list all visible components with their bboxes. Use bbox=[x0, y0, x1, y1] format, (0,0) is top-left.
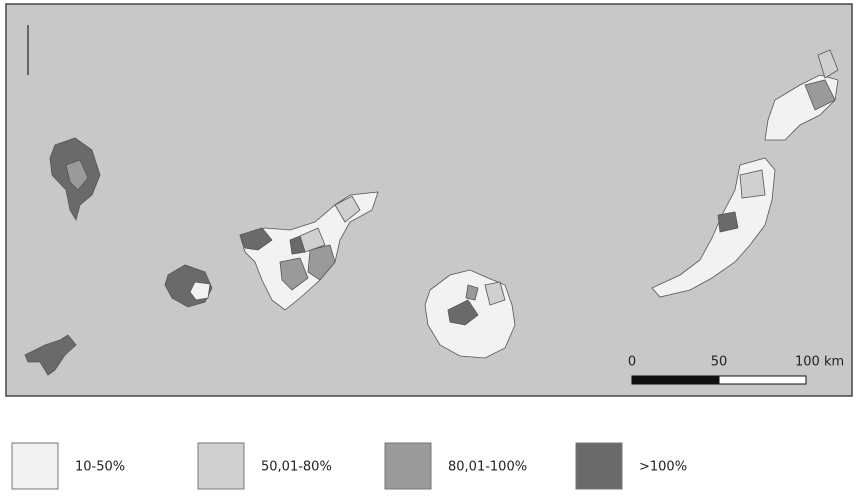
scale-label: 50 bbox=[711, 355, 728, 370]
legend-swatch bbox=[11, 442, 59, 490]
legend-label: 10-50% bbox=[75, 460, 125, 475]
island-gran-canaria bbox=[424, 269, 516, 359]
island-la-palma bbox=[49, 137, 101, 222]
legend-label: 50,01-80% bbox=[261, 460, 332, 475]
legend-swatch bbox=[384, 442, 432, 490]
legend-swatch bbox=[575, 442, 623, 490]
legend: 10-50% 50,01-80% 80,01-100% >100% bbox=[11, 442, 687, 490]
island-lanzarote bbox=[764, 49, 839, 141]
scale-label: 0 bbox=[628, 355, 636, 370]
island-tenerife bbox=[239, 191, 379, 311]
legend-swatch bbox=[197, 442, 245, 490]
legend-label: 80,01-100% bbox=[448, 460, 527, 475]
scale-bar-black bbox=[631, 375, 720, 385]
map-frame bbox=[5, 3, 853, 397]
island-la-gomera bbox=[164, 264, 213, 308]
legend-label: >100% bbox=[639, 460, 687, 475]
scale-label: 100 km bbox=[795, 355, 844, 370]
scale-bar-white bbox=[718, 375, 807, 385]
island-el-hierro bbox=[24, 334, 77, 376]
island-fuerteventura bbox=[651, 157, 776, 298]
